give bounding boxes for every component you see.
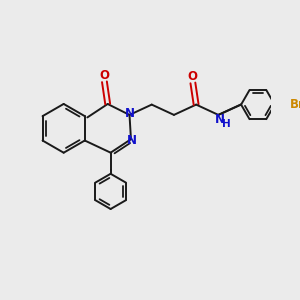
Text: Br: Br: [290, 98, 300, 111]
Text: H: H: [222, 118, 230, 129]
Text: N: N: [214, 113, 224, 126]
Text: O: O: [99, 69, 109, 82]
Text: N: N: [125, 107, 135, 120]
Text: N: N: [127, 134, 136, 147]
Text: O: O: [187, 70, 197, 83]
